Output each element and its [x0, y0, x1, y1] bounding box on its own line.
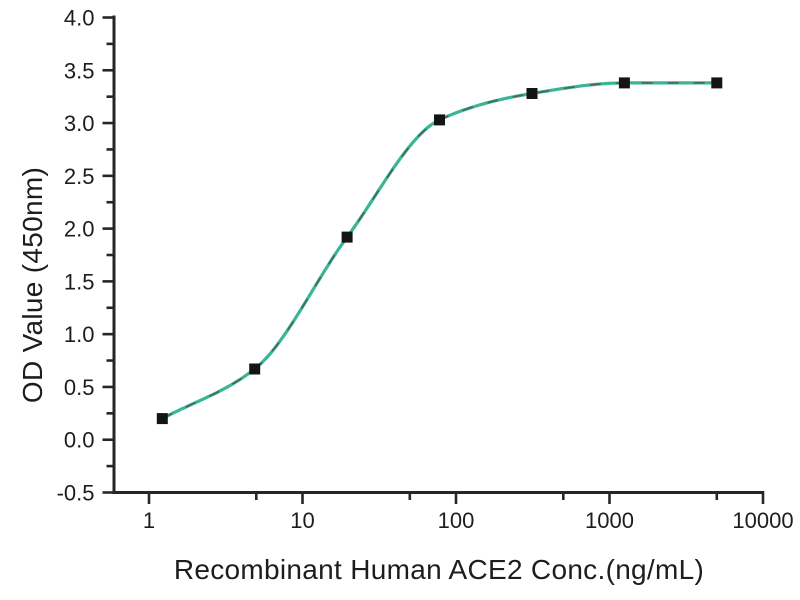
x-tick-label: 100 — [438, 508, 475, 533]
y-tick-label: 3.5 — [64, 58, 95, 83]
y-axis-title: OD Value (450nm) — [17, 166, 48, 404]
data-point-marker — [341, 231, 353, 243]
y-tick-label: 3.0 — [64, 111, 95, 136]
x-tick-label: 1000 — [585, 508, 634, 533]
y-tick-label: 4.0 — [64, 6, 95, 31]
x-axis-ticks: 1 10 100 1000 10000 — [143, 494, 794, 533]
x-tick-label: 10 — [290, 508, 314, 533]
data-point-marker — [526, 88, 538, 99]
data-point-marker — [434, 114, 445, 126]
y-tick-label: -0.5 — [57, 481, 95, 506]
x-axis-title: Recombinant Human ACE2 Conc.(ng/mL) — [173, 554, 705, 585]
y-tick-label: 1.0 — [64, 322, 95, 347]
data-points — [156, 77, 723, 425]
y-tick-label: 0.5 — [64, 375, 95, 400]
y-tick-label: 2.5 — [64, 164, 95, 189]
data-point-marker — [711, 77, 723, 89]
y-tick-label: 0.0 — [64, 428, 95, 453]
y-axis-ticks: -0.5 0.0 0.5 1.0 1.5 2.0 2.5 3.0 3.5 4.0 — [57, 6, 113, 506]
data-point-marker — [618, 77, 630, 89]
y-tick-label: 2.0 — [64, 217, 95, 242]
data-point-marker — [249, 363, 261, 375]
y-tick-label: 1.5 — [64, 269, 95, 294]
x-tick-label: 10000 — [732, 508, 793, 533]
fit-curve-dash-overlay — [161, 82, 717, 420]
fit-curve-line — [160, 81, 719, 421]
axes — [112, 15, 765, 494]
x-tick-label: 1 — [143, 508, 155, 533]
data-point-marker — [156, 413, 168, 425]
fit-curve — [160, 81, 719, 421]
